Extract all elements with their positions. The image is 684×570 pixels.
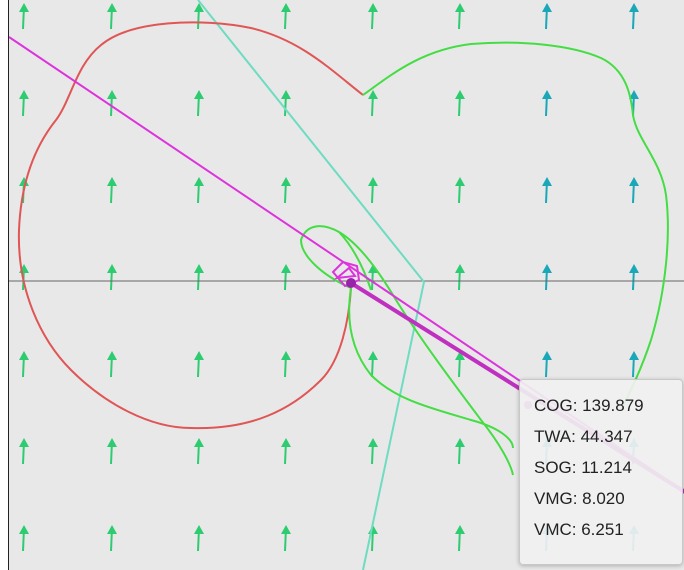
layline-cyan [197, 0, 426, 570]
twa-readout: TWA: 44.347 [534, 427, 633, 446]
vmg-readout: VMG: 8.020 [534, 489, 625, 508]
up-arrow-icon [455, 351, 465, 378]
up-arrow-icon [281, 438, 291, 465]
boat-marker-icon [331, 260, 361, 288]
up-arrow-icon [19, 90, 29, 117]
up-arrow-icon [194, 90, 204, 117]
up-arrow-icon [368, 177, 378, 204]
up-arrow-icon [281, 177, 291, 204]
wind-arrow-field [19, 3, 639, 552]
up-arrow-icon [368, 438, 378, 465]
up-arrow-icon [629, 351, 639, 378]
up-arrow-icon [542, 264, 552, 291]
up-arrow-icon [281, 90, 291, 117]
up-arrow-icon [455, 90, 465, 117]
polar-plot-canvas[interactable] [9, 0, 684, 570]
course-readout-panel: COG: 139.879 TWA: 44.347 SOG: 11.214 VMG… [519, 379, 683, 565]
up-arrow-icon [107, 177, 117, 204]
up-arrow-icon [19, 3, 29, 30]
up-arrow-icon [19, 351, 29, 378]
up-arrow-icon [542, 90, 552, 117]
polar-curve-green [362, 41, 669, 411]
up-arrow-icon [194, 177, 204, 204]
up-arrow-icon [542, 351, 552, 378]
up-arrow-icon [455, 177, 465, 204]
polar-curve-green-inner [299, 225, 514, 476]
up-arrow-icon [107, 525, 117, 552]
vmc-readout: VMC: 6.251 [534, 520, 624, 539]
up-arrow-icon [455, 3, 465, 30]
up-arrow-icon [368, 90, 378, 117]
up-arrow-icon [19, 525, 29, 552]
cog-readout: COG: 139.879 [534, 396, 644, 415]
up-arrow-icon [629, 3, 639, 30]
up-arrow-icon [107, 264, 117, 291]
sog-readout: SOG: 11.214 [534, 458, 632, 477]
up-arrow-icon [455, 525, 465, 552]
up-arrow-icon [368, 351, 378, 378]
up-arrow-icon [368, 264, 378, 291]
up-arrow-icon [281, 351, 291, 378]
up-arrow-icon [629, 264, 639, 291]
up-arrow-icon [194, 525, 204, 552]
up-arrow-icon [281, 525, 291, 552]
up-arrow-icon [455, 264, 465, 291]
up-arrow-icon [107, 90, 117, 117]
up-arrow-icon [107, 351, 117, 378]
up-arrow-icon [19, 438, 29, 465]
up-arrow-icon [629, 177, 639, 204]
up-arrow-icon [194, 351, 204, 378]
polar-curve-red [17, 21, 364, 430]
up-arrow-icon [194, 264, 204, 291]
up-arrow-icon [455, 438, 465, 465]
up-arrow-icon [194, 438, 204, 465]
up-arrow-icon [281, 264, 291, 291]
up-arrow-icon [194, 3, 204, 30]
up-arrow-icon [107, 3, 117, 30]
up-arrow-icon [542, 3, 552, 30]
up-arrow-icon [281, 3, 291, 30]
plot-area[interactable]: COG: 139.879 TWA: 44.347 SOG: 11.214 VMG… [8, 0, 684, 570]
up-arrow-icon [107, 438, 117, 465]
up-arrow-icon [542, 177, 552, 204]
up-arrow-icon [368, 3, 378, 30]
